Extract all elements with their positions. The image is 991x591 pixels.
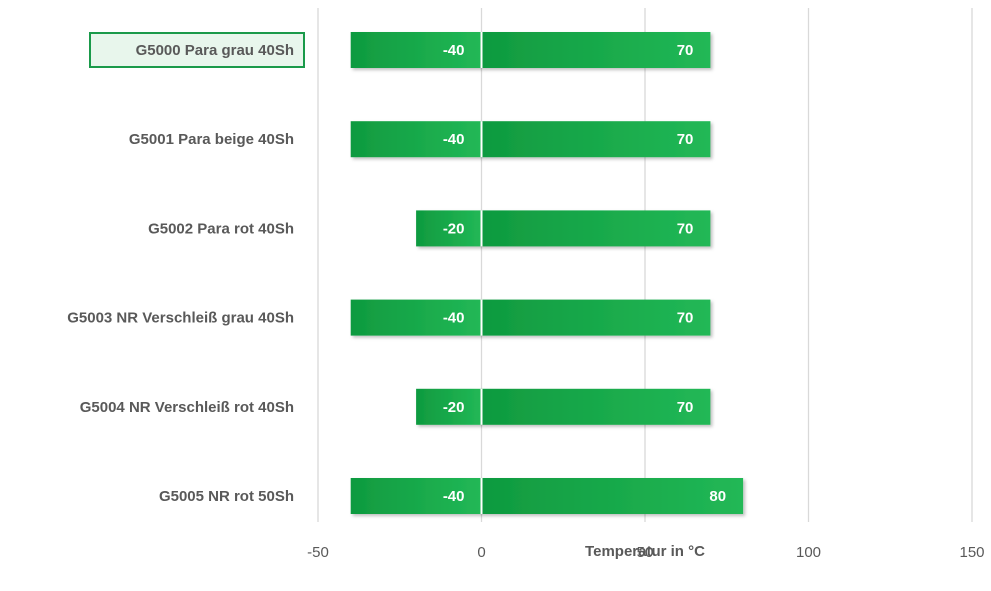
bar-low-segment bbox=[350, 299, 482, 336]
data-label-high: 70 bbox=[677, 310, 694, 327]
data-label-high: 70 bbox=[677, 131, 694, 148]
bar-high-segment bbox=[481, 388, 711, 425]
data-label-low: -20 bbox=[443, 220, 465, 237]
data-label-high: 70 bbox=[677, 220, 694, 237]
data-label-low: -40 bbox=[443, 131, 465, 148]
bars: -40 70 -40 70 -20 70 -40 70 -20 70 -40 80 bbox=[350, 32, 744, 514]
x-tick-labels: -50 0 50 100 150 bbox=[307, 544, 984, 561]
gridlines bbox=[317, 8, 973, 522]
x-tick-label: 150 bbox=[959, 544, 984, 561]
category-label: G5003 NR Verschleiß grau 40Sh bbox=[67, 310, 294, 327]
category-label: G5005 NR rot 50Sh bbox=[159, 488, 294, 505]
category-highlight-box bbox=[89, 32, 305, 68]
data-label-high: 70 bbox=[677, 42, 694, 59]
bar-low-segment bbox=[350, 32, 482, 68]
bar-low-segment bbox=[416, 210, 482, 247]
x-tick-label: 50 bbox=[637, 544, 654, 561]
category-label: G5000 Para grau 40Sh bbox=[136, 42, 294, 59]
category-label: G5002 Para rot 40Sh bbox=[148, 220, 294, 237]
x-tick-label: 100 bbox=[796, 544, 821, 561]
category-labels: G5000 Para grau 40Sh G5001 Para beige 40S… bbox=[67, 32, 305, 505]
bar-low-segment bbox=[350, 478, 482, 514]
category-label: G5004 NR Verschleiß rot 40Sh bbox=[80, 399, 294, 416]
bar-high-segment bbox=[481, 121, 711, 158]
data-label-low: -40 bbox=[443, 488, 465, 505]
bar-high-segment bbox=[481, 210, 711, 247]
category-label: G5001 Para beige 40Sh bbox=[129, 131, 294, 148]
data-label-low: -20 bbox=[443, 399, 465, 416]
bar-high-segment bbox=[481, 478, 744, 514]
data-label-high: 80 bbox=[709, 488, 726, 505]
bar-low-segment bbox=[416, 388, 482, 425]
bar-high-segment bbox=[481, 32, 711, 68]
x-tick-label: 0 bbox=[477, 544, 485, 561]
bar-high-segment bbox=[481, 299, 711, 336]
data-label-low: -40 bbox=[443, 42, 465, 59]
data-label-low: -40 bbox=[443, 310, 465, 327]
x-axis-title: Temperatur in °C bbox=[585, 543, 705, 560]
x-tick-label: -50 bbox=[307, 544, 329, 561]
data-label-high: 70 bbox=[677, 399, 694, 416]
bar-low-segment bbox=[350, 121, 482, 158]
